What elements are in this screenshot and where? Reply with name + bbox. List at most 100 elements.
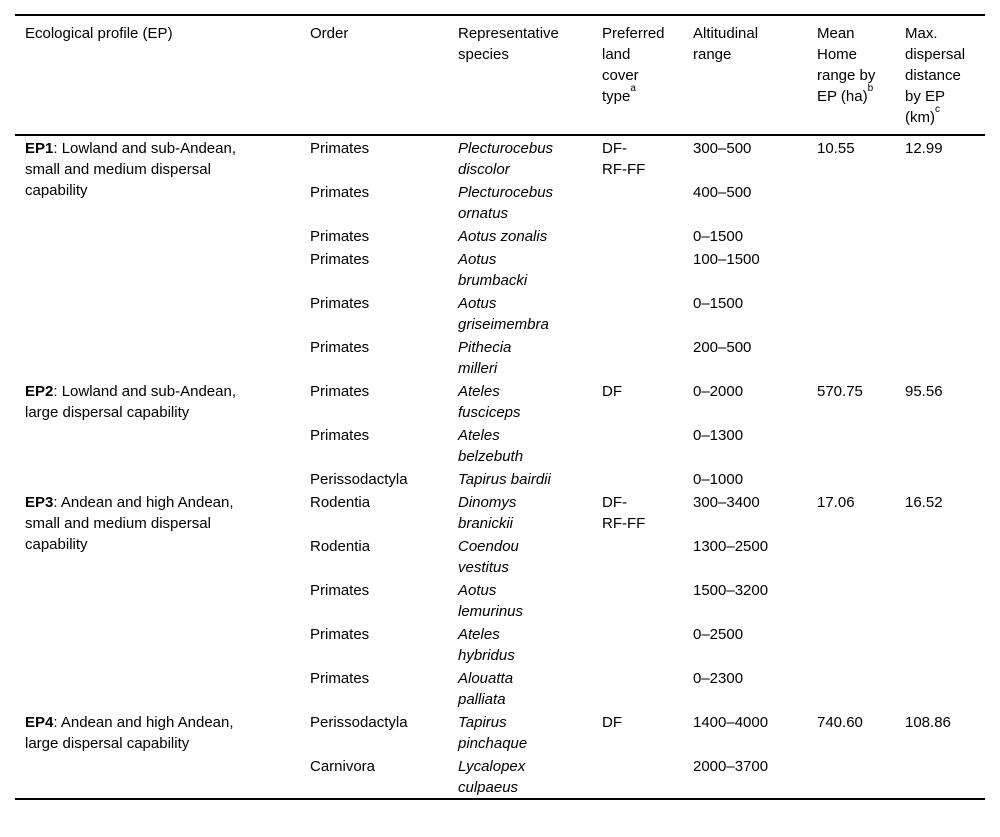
dispersal-cell [895,622,985,666]
col-header-label: Order [310,25,349,42]
header-row: Ecological profile (EP) Order Representa… [15,15,985,136]
dispersal-cell [895,335,985,379]
home-range-cell [807,224,895,247]
dispersal-cell [895,423,985,467]
dispersal-cell [895,467,985,490]
species-name: Alouatta palliata [458,670,514,708]
order-cell: Primates [310,626,370,643]
ep-description: : Andean and high Andean, small and medi… [25,494,234,553]
order-cell: Primates [310,228,370,245]
home-range-cell: 17.06 [817,494,855,511]
order-cell: Rodentia [310,494,371,511]
home-range-cell: 570.75 [817,383,863,400]
ep-cell: EP2: Lowland and sub-Andean, large dispe… [15,379,300,490]
species-cell: Alouatta palliata [448,666,592,710]
land-cover-cell [592,467,683,490]
dispersal-cell [895,754,985,799]
table-row: Primates Ateles hybridus 0–2500 [15,622,985,666]
home-range-cell [807,534,895,578]
col-header-ecological-profile: Ecological profile (EP) [15,15,300,136]
altitude-cell: 400–500 [693,184,752,201]
order-cell: Primates [310,251,370,268]
species-name: Aotus zonalis [458,228,548,245]
footnote-marker-a: a [630,83,636,94]
species-cell: Ateles fusciceps [448,379,592,423]
order-cell: Primates [310,295,370,312]
col-header-order: Order [300,15,448,136]
home-range-cell [807,247,895,291]
ep-description: : Lowland and sub-Andean, large dispersa… [25,383,236,421]
home-range-cell [807,423,895,467]
land-cover-cell [592,423,683,467]
species-cell: Tapirus bairdii [448,467,592,490]
dispersal-cell: 16.52 [905,494,943,511]
ep-description: : Lowland and sub-Andean, small and medi… [25,140,236,199]
species-cell: Aotus brumbacki [448,247,592,291]
table-header: Ecological profile (EP) Order Representa… [15,15,985,136]
species-cell: Ateles hybridus [448,622,592,666]
table-row: Primates Aotus griseimembra 0–1500 [15,291,985,335]
altitude-cell: 0–1000 [693,471,744,488]
ep-cell: EP4: Andean and high Andean, large dispe… [15,710,300,799]
species-name: Coendou vestitus [458,538,519,576]
order-cell: Primates [310,582,370,599]
table-row: Rodentia Coendou vestitus 1300–2500 [15,534,985,578]
dispersal-cell [895,666,985,710]
home-range-cell [807,622,895,666]
order-cell: Rodentia [310,538,371,555]
species-cell: Pithecia milleri [448,335,592,379]
land-cover-cell: DF-RF-FF [592,490,683,534]
dispersal-cell [895,534,985,578]
ep-label: EP2 [25,383,54,400]
altitude-cell: 100–1500 [693,251,760,268]
land-cover-cell [592,224,683,247]
table-row: EP3: Andean and high Andean, small and m… [15,490,985,553]
order-cell: Primates [310,339,370,356]
species-name: Aotus griseimembra [458,295,549,333]
altitude-cell: 0–2500 [693,626,744,643]
altitude-cell: 0–2000 [693,383,744,400]
home-range-cell [807,180,895,224]
dispersal-cell [895,180,985,224]
col-header-mean-home-range: Mean Home range by EP (ha)b [807,15,895,136]
land-cover-cell: DF [592,379,683,423]
land-cover-cell [592,622,683,666]
land-cover-cell [592,180,683,224]
table-row: Primates Alouatta palliata 0–2300 [15,666,985,710]
col-header-label: Ecological profile (EP) [25,25,173,42]
species-name: Dinomys branickii [458,494,517,532]
table-row: Perissodactyla Tapirus bairdii 0–1000 [15,467,985,490]
land-cover-value: DF [602,383,622,400]
species-name: Tapirus bairdii [458,471,551,488]
ep-label: EP3 [25,494,54,511]
col-header-label: Preferred land cover type [602,25,665,105]
col-header-label: Max. dispersal distance by EP (km) [905,25,966,126]
altitude-cell: 1300–2500 [693,538,769,555]
dispersal-cell: 108.86 [905,714,951,731]
ep-label: EP4 [25,714,54,731]
table-row: Primates Plecturocebus ornatus 400–500 [15,180,985,224]
species-name: Plecturocebus ornatus [458,184,554,222]
altitude-cell: 1400–4000 [693,714,769,731]
home-range-cell: 740.60 [817,714,863,731]
land-cover-cell [592,534,683,578]
footnote-marker-c: c [935,104,940,115]
table-row: Carnivora Lycalopex culpaeus 2000–3700 [15,754,985,799]
altitude-cell: 2000–3700 [693,758,769,775]
species-name: Aotus brumbacki [458,251,528,289]
order-cell: Primates [310,383,370,400]
dispersal-cell [895,224,985,247]
altitude-cell: 0–2300 [693,670,744,687]
land-cover-cell: DF-RF-FF [592,135,683,180]
species-cell: Coendou vestitus [448,534,592,578]
ep-cell: EP1: Lowland and sub-Andean, small and m… [15,135,300,379]
altitude-cell: 0–1500 [693,295,744,312]
order-cell: Primates [310,184,370,201]
home-range-cell [807,335,895,379]
land-cover-cell: DF [592,710,683,754]
table-row: EP4: Andean and high Andean, large dispe… [15,710,985,754]
order-cell: Primates [310,427,370,444]
home-range-cell [807,578,895,622]
land-cover-cell [592,666,683,710]
